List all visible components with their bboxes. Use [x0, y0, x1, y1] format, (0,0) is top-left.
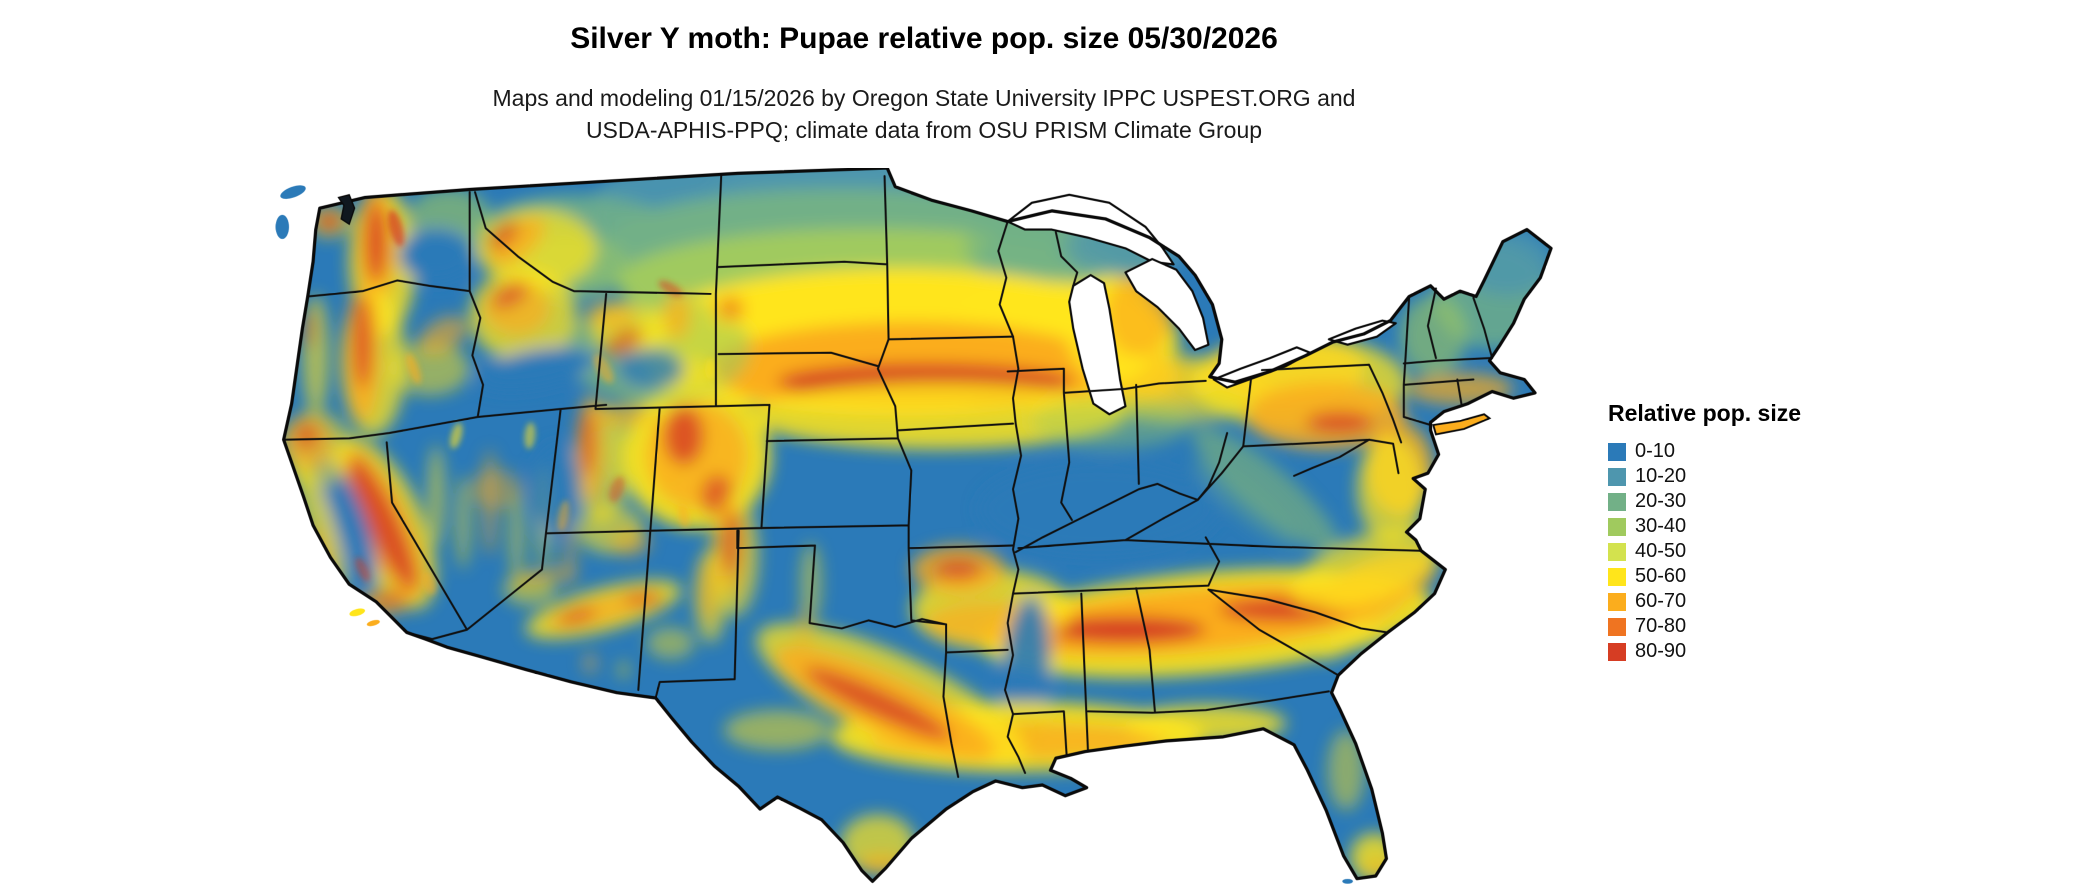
legend-swatch	[1608, 517, 1626, 536]
legend-label: 20-30	[1635, 490, 1687, 512]
legend-label: 70-80	[1635, 615, 1687, 637]
legend-swatch	[1608, 492, 1626, 511]
legend-label: 50-60	[1635, 565, 1687, 587]
legend-swatch	[1608, 442, 1626, 461]
legend-label: 40-50	[1635, 540, 1687, 562]
page: Silver Y moth: Pupae relative pop. size …	[0, 22, 1848, 884]
legend-label: 60-70	[1635, 590, 1687, 612]
offshore-islands	[275, 185, 1353, 884]
legend-label: 0-10	[1635, 440, 1676, 462]
lake-michigan	[1068, 273, 1127, 416]
legend-item: 20-30	[1608, 489, 1908, 514]
great-lakes	[1006, 193, 1397, 416]
legend-swatch	[1608, 642, 1626, 661]
us-map	[275, 168, 1553, 884]
legend-item: 0-10	[1608, 439, 1908, 464]
legend-item: 70-80	[1608, 614, 1908, 639]
legend-swatch	[1608, 567, 1626, 586]
legend-items: 0-10 10-20 20-30 30-40 40-50 50-60 60-70 70-80 8…	[1608, 439, 1908, 664]
legend-item: 30-40	[1608, 514, 1908, 539]
legend-label: 80-90	[1635, 640, 1687, 662]
state-borders	[282, 173, 1494, 778]
legend-title: Relative pop. size	[1608, 400, 1802, 426]
legend-swatch	[1608, 617, 1626, 636]
legend-item: 60-70	[1608, 589, 1908, 614]
legend: Relative pop. size 0-10 10-20 20-30 30-40 40…	[1608, 400, 1908, 664]
legend-swatch	[1608, 592, 1626, 611]
puget-sound	[337, 193, 356, 226]
legend-item: 10-20	[1608, 464, 1908, 489]
legend-item: 50-60	[1608, 564, 1908, 589]
page-title: Silver Y moth: Pupae relative pop. size …	[570, 22, 1278, 55]
subtitle-line-2: USDA-APHIS-PPQ; climate data from OSU PR…	[585, 117, 1263, 143]
legend-label: 10-20	[1635, 465, 1687, 487]
subtitle-line-1: Maps and modeling 01/15/2026 by Oregon S…	[492, 85, 1356, 111]
legend-swatch	[1608, 467, 1626, 486]
us-map-container	[268, 168, 1568, 884]
long-island	[1432, 413, 1492, 436]
legend-item: 40-50	[1608, 539, 1908, 564]
population-raster	[283, 168, 1552, 882]
legend-swatch	[1608, 542, 1626, 561]
legend-item: 80-90	[1608, 639, 1908, 664]
legend-label: 30-40	[1635, 515, 1687, 537]
lake-huron	[1124, 257, 1210, 352]
map-subtitle: Maps and modeling 01/15/2026 by Oregon S…	[0, 82, 1848, 146]
